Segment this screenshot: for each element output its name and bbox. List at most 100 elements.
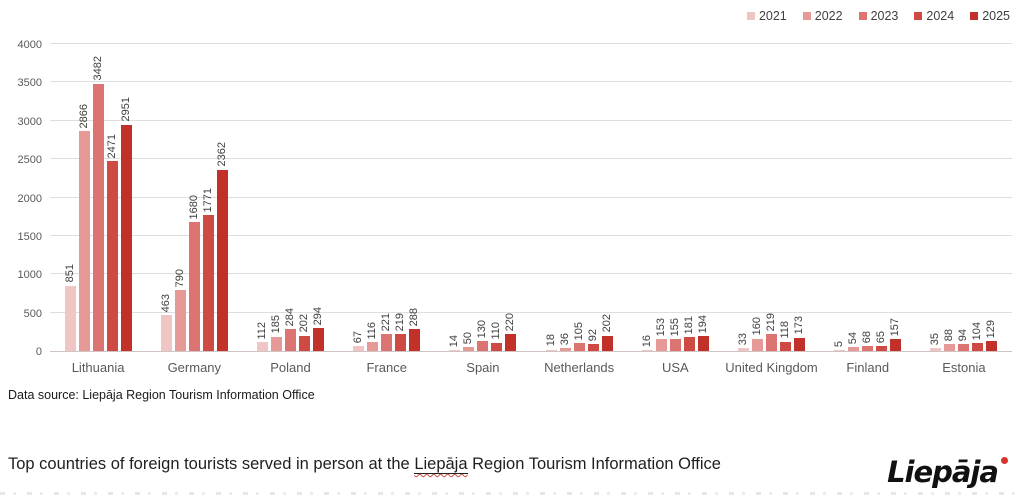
legend-label: 2021: [758, 9, 787, 23]
bar-slot-united-kingdom-2022: 160: [751, 45, 764, 351]
bar-groups: 851 2866 3482 2471 2951 463 790 1680 1771 2362 112…: [50, 45, 1012, 351]
bar-poland-2021: [257, 342, 268, 351]
bar-value-label: 16: [640, 334, 653, 347]
x-label-poland: Poland: [270, 360, 311, 375]
bar-group-usa: 16 153 155 181 194: [627, 45, 723, 351]
bar-slot-estonia-2025: 129: [985, 45, 998, 351]
bar-value-label: 2471: [105, 133, 118, 159]
bar-group-france: 67 116 221 219 288: [339, 45, 435, 351]
bar-france-2022: [367, 342, 379, 351]
bar-value-label: 463: [159, 294, 172, 313]
bar-value-label: 68: [861, 330, 874, 343]
bar-estonia-2025: [986, 341, 998, 351]
legend-swatch-icon: [746, 12, 755, 20]
bar-germany-2021: [160, 315, 172, 351]
bar-value-label: 105: [572, 321, 585, 340]
y-tick-0: 0: [35, 346, 42, 358]
bar-finland-2022: [848, 346, 860, 351]
bar-slot-lithuania-2023: 3482: [92, 45, 104, 351]
y-tick-1500: 1500: [17, 230, 42, 243]
bar-slot-usa-2025: 194: [697, 45, 709, 351]
x-axis-labels: Lithuania Germany Poland France Spain Netherl…: [50, 360, 1012, 375]
bar-netherlands-2025: [601, 335, 613, 351]
bar-usa-2025: [697, 336, 709, 351]
bar-slot-spain-2024: 110: [490, 45, 503, 351]
x-label-lithuania: Lithuania: [71, 360, 125, 375]
bar-slot-usa-2024: 181: [682, 45, 695, 351]
y-tick-2000: 2000: [17, 192, 42, 205]
bar-slot-spain-2021: 14: [448, 45, 461, 351]
bar-value-label: 181: [682, 315, 695, 335]
bar-slot-lithuania-2022: 2866: [78, 45, 90, 351]
bar-value-label: 5: [833, 340, 846, 347]
bar-slot-netherlands-2025: 202: [600, 45, 613, 351]
bar-slot-france-2023: 221: [380, 45, 393, 351]
bar-value-label: 129: [985, 319, 998, 339]
bar-value-label: 118: [779, 321, 792, 339]
x-label-finland: Finland: [846, 360, 890, 375]
y-tick-3500: 3500: [17, 77, 42, 90]
y-tick-2500: 2500: [17, 154, 42, 167]
bar-value-label: 112: [256, 321, 268, 340]
bar-value-label: 157: [889, 317, 902, 336]
bar-value-label: 284: [284, 307, 296, 327]
bar-spain-2023: [477, 341, 489, 351]
legend-swatch-icon: [970, 12, 979, 20]
legend-item-2021: 2021: [746, 9, 787, 23]
chart-legend: 2021 2022 2023 2024 2025: [746, 9, 1010, 23]
bar-slot-lithuania-2025: 2951: [120, 45, 132, 351]
bar-finland-2024: [876, 346, 888, 351]
bar-netherlands-2023: [573, 342, 585, 351]
gridline-1500: [50, 234, 1012, 236]
bar-spain-2025: [505, 334, 517, 351]
bar-slot-spain-2025: 220: [504, 45, 517, 351]
bar-slot-united-kingdom-2021: 33: [737, 45, 750, 351]
bar-value-label: 185: [270, 315, 282, 334]
x-label-germany: Germany: [167, 360, 222, 375]
bar-value-label: 294: [312, 307, 324, 326]
bar-slot-usa-2022: 153: [655, 45, 667, 351]
legend-label: 2024: [926, 9, 955, 23]
bar-germany-2023: [188, 222, 200, 351]
bar-spain-2022: [463, 347, 475, 351]
bar-slot-poland-2023: 284: [284, 45, 296, 351]
bar-slot-lithuania-2021: 851: [64, 45, 76, 351]
bar-poland-2024: [299, 335, 310, 351]
bar-slot-finland-2025: 157: [889, 45, 902, 351]
data-source-note: Data source: Liepāja Region Tourism Info…: [8, 388, 315, 402]
bar-slot-france-2022: 116: [366, 45, 379, 351]
bar-slot-poland-2024: 202: [298, 45, 310, 351]
gridline-3000: [50, 119, 1012, 121]
bar-lithuania-2021: [64, 285, 76, 351]
bar-value-label: 219: [394, 312, 407, 332]
bar-estonia-2021: [930, 348, 942, 351]
bar-germany-2025: [216, 169, 228, 351]
caption-liepaja-link[interactable]: Liepāja: [414, 455, 468, 474]
bar-slot-germany-2022: 790: [174, 45, 186, 351]
bar-slot-estonia-2022: 88: [943, 45, 956, 351]
bar-value-label: 104: [971, 321, 984, 341]
bar-finland-2025: [890, 338, 902, 351]
bar-slot-finland-2024: 65: [875, 45, 888, 351]
bar-slot-finland-2023: 68: [861, 45, 874, 351]
bar-slot-usa-2021: 16: [640, 45, 653, 351]
gridline-1000: [50, 273, 1012, 275]
bar-spain-2021: [449, 349, 461, 351]
bar-value-label: 36: [558, 333, 571, 346]
bar-poland-2022: [271, 336, 282, 351]
bar-united-kingdom-2021: [738, 348, 750, 351]
bar-finland-2021: [834, 350, 846, 351]
bar-slot-netherlands-2023: 105: [572, 45, 585, 351]
bar-value-label: 54: [847, 331, 860, 344]
bar-value-label: 92: [586, 328, 599, 341]
y-tick-4000: 4000: [17, 39, 42, 51]
bar-value-label: 202: [600, 314, 613, 333]
bar-france-2021: [353, 345, 365, 351]
bar-lithuania-2024: [106, 161, 118, 351]
bar-slot-germany-2023: 1680: [188, 45, 200, 351]
bar-slot-spain-2023: 130: [476, 45, 489, 351]
bar-value-label: 220: [504, 312, 517, 332]
bar-finland-2023: [862, 345, 874, 351]
gridline-2500: [50, 158, 1012, 160]
